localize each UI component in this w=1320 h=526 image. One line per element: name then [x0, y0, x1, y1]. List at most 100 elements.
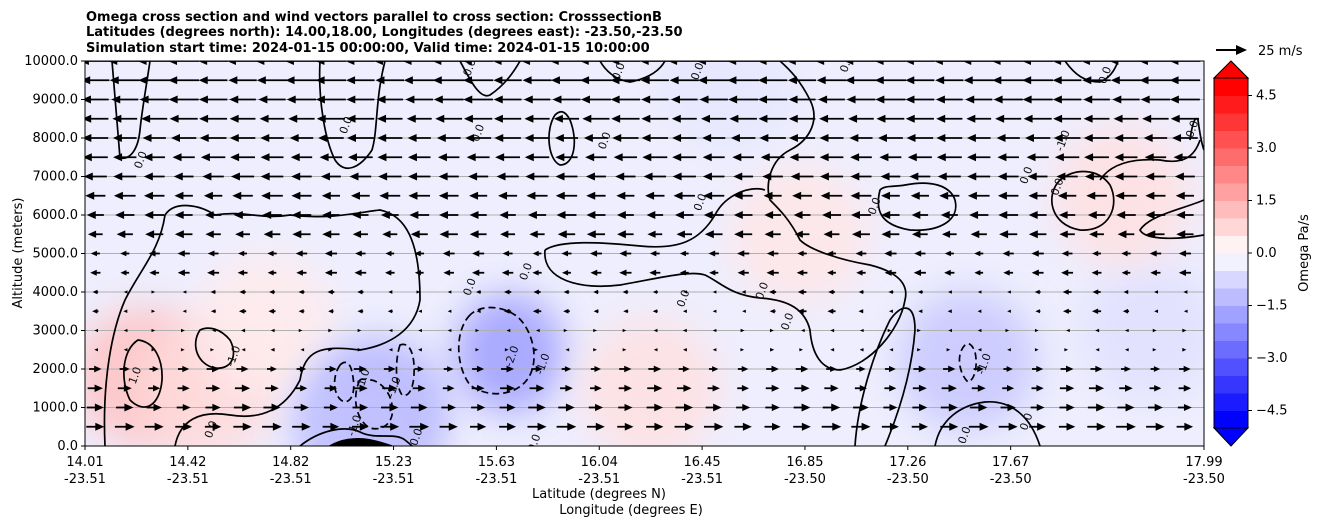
wind-vector [995, 114, 1022, 123]
wind-vector-head [536, 403, 546, 412]
wind-vector [555, 153, 578, 162]
colorbar-tick-label: −4.5 [1256, 404, 1288, 419]
wind-vector [1088, 384, 1105, 393]
wind-vector-head [819, 114, 829, 123]
wind-vector [352, 422, 369, 431]
wind-vector-head [758, 114, 768, 123]
wind-vector-head [414, 270, 421, 276]
wind-vector [270, 328, 275, 333]
wind-vector [239, 289, 246, 295]
wind-vector [322, 230, 340, 239]
wind-vector-head [267, 270, 274, 276]
wind-vector-head [447, 403, 456, 412]
wind-vector [910, 191, 929, 200]
wind-vector [611, 114, 640, 123]
wind-vector [790, 172, 814, 181]
wind-vector-head [653, 328, 658, 333]
wind-vector [905, 76, 935, 85]
wind-vector-head [357, 328, 362, 333]
wind-vector-head [1124, 384, 1133, 392]
wind-vector-head [1154, 403, 1163, 412]
wind-vector [709, 269, 719, 276]
wind-vector-head [123, 384, 132, 392]
wind-vector [766, 365, 779, 373]
wind-vector-head [1053, 114, 1063, 123]
x-tick-label-lat: 17.99 [1185, 455, 1222, 470]
wind-vector [583, 133, 608, 143]
wind-vector [943, 365, 956, 373]
wind-vector [202, 172, 224, 181]
wind-vector [740, 328, 745, 333]
wind-vector [557, 230, 576, 239]
wind-vector-head [1110, 76, 1120, 85]
wind-vector [229, 133, 256, 143]
wind-vector [180, 348, 185, 352]
wind-vector-head [944, 250, 951, 257]
wind-vector-head [204, 211, 214, 219]
wind-vector-head [92, 289, 98, 295]
wind-vector [764, 211, 781, 219]
wind-vector-head [552, 95, 562, 104]
wind-vector [1182, 328, 1187, 333]
wind-vector-head [203, 191, 213, 200]
contour-line [299, 428, 413, 446]
wind-vector-head [1028, 230, 1038, 239]
colorbar-band [1214, 270, 1248, 289]
wind-vector [758, 95, 788, 104]
wind-vector [1177, 403, 1192, 412]
wind-vector [758, 114, 787, 123]
wind-vector-head [532, 308, 539, 314]
wind-vector-head [200, 153, 210, 162]
wind-vector [793, 403, 811, 412]
wind-vector [472, 365, 485, 373]
wind-vector [177, 384, 190, 392]
wind-vector [1170, 114, 1200, 123]
wind-vector-head [315, 95, 325, 104]
wind-vector [528, 403, 546, 412]
wind-vector [593, 289, 599, 295]
wind-vector-head [888, 290, 893, 294]
wind-vector-head [143, 153, 153, 162]
wind-vector [432, 61, 466, 66]
wind-vector [522, 76, 552, 85]
wind-vector [712, 348, 717, 352]
wind-vector [504, 348, 509, 352]
wind-vector [904, 61, 935, 66]
wind-vector-head [1026, 153, 1036, 162]
wind-vector [1062, 289, 1072, 295]
wind-vector [786, 61, 818, 66]
wind-vector-head [1170, 114, 1180, 123]
wind-vector [206, 365, 220, 373]
wind-vector-head [712, 366, 719, 372]
colorbar-band [1214, 288, 1248, 306]
wind-vector [463, 76, 494, 85]
wind-vector-head [640, 76, 650, 85]
wind-vector-head [226, 61, 236, 66]
wind-vector [352, 211, 369, 219]
wind-vector-head [728, 95, 738, 104]
contour-line [1064, 61, 1119, 83]
wind-vector [205, 403, 221, 412]
wind-vector-head [438, 210, 448, 220]
colorbar-band [1214, 183, 1248, 201]
wind-vector [587, 422, 605, 431]
wind-vector-head [299, 366, 307, 372]
wind-vector [1022, 76, 1054, 85]
wind-vector [198, 76, 228, 85]
wind-vector [284, 61, 318, 66]
wind-vector-head [406, 114, 416, 123]
wind-vector [115, 210, 135, 220]
wind-vector-head [786, 61, 796, 66]
wind-vector [966, 133, 991, 143]
wind-vector [123, 290, 128, 294]
wind-vector-head [729, 114, 739, 123]
wind-vector-head [300, 385, 308, 392]
wind-vector-head [586, 210, 596, 220]
wind-vector-head [770, 347, 775, 352]
wind-vector-head [1126, 422, 1136, 431]
wind-vector [316, 114, 346, 123]
wind-vector-head [447, 309, 452, 313]
wind-vector [286, 95, 317, 104]
wind-vector [173, 172, 194, 181]
wind-vector-head [501, 269, 509, 276]
